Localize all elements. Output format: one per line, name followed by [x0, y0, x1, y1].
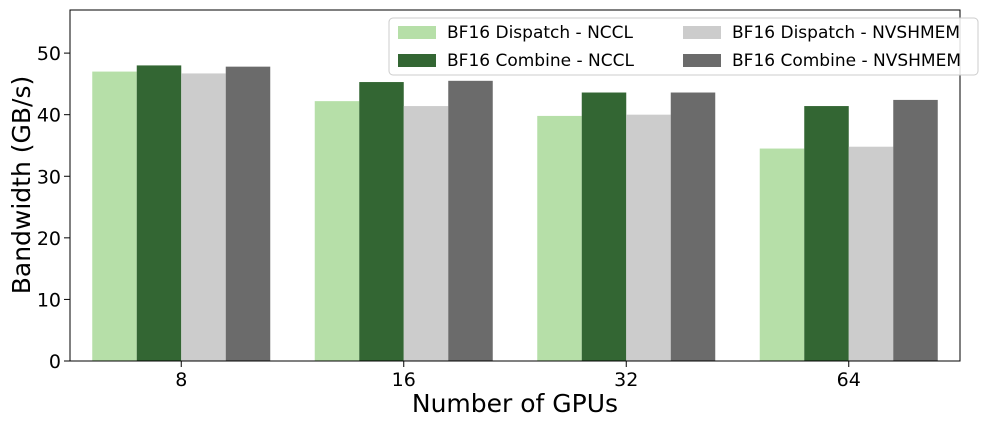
y-tick-label: 50	[37, 43, 61, 65]
bar-series-0-gpus-32	[537, 115, 582, 361]
bar-series-3-gpus-16	[448, 80, 493, 361]
x-axis-title: Number of GPUs	[412, 389, 618, 418]
bar-series-2-gpus-8	[181, 73, 226, 362]
legend-label-dispatch-nvshmem: BF16 Dispatch - NVSHMEM	[732, 23, 960, 43]
bar-series-0-gpus-16	[314, 101, 360, 361]
legend-box	[388, 17, 979, 76]
x-tick-label: 8	[175, 369, 187, 391]
y-tick-label: 10	[37, 289, 61, 311]
bar-series-2-gpus-16	[403, 106, 449, 361]
legend-label-dispatch-nccl: BF16 Dispatch - NCCL	[447, 23, 634, 43]
bar-series-2-gpus-64	[848, 146, 894, 361]
x-axis: 8 16 32 64	[175, 361, 861, 391]
bar-series-1-gpus-64	[804, 106, 849, 361]
y-tick-label: 0	[49, 351, 61, 373]
bar-series-3-gpus-32	[670, 92, 716, 362]
y-axis-title: Bandwidth (GB/s)	[7, 76, 36, 295]
bar-series-3-gpus-64	[893, 99, 938, 361]
bar-series-0-gpus-64	[759, 148, 805, 361]
bars-group	[92, 65, 938, 362]
y-tick-label: 30	[37, 166, 61, 188]
legend-swatch-combine-nvshmem	[683, 54, 721, 67]
plot-frame	[69, 9, 961, 362]
bar-series-1-gpus-32	[581, 92, 627, 362]
bar-series-2-gpus-32	[626, 114, 671, 362]
y-axis: 0 10 20 30 40 50	[37, 43, 70, 373]
legend-swatch-combine-nccl	[398, 54, 436, 67]
legend-label-combine-nvshmem: BF16 Combine - NVSHMEM	[732, 51, 961, 71]
x-tick-label: 64	[837, 369, 861, 391]
legend-label-combine-nccl: BF16 Combine - NCCL	[447, 51, 634, 71]
x-tick-label: 16	[392, 369, 416, 391]
y-tick-label: 20	[37, 228, 61, 250]
legend: BF16 Dispatch - NCCL BF16 Combine - NCCL…	[388, 17, 979, 76]
y-tick-label: 40	[37, 105, 61, 127]
bar-series-0-gpus-8	[92, 71, 137, 361]
x-tick-label: 32	[614, 369, 638, 391]
legend-swatch-dispatch-nccl	[398, 26, 436, 39]
bar-series-3-gpus-8	[225, 66, 271, 362]
legend-swatch-dispatch-nvshmem	[683, 26, 721, 39]
bar-series-1-gpus-8	[136, 65, 182, 362]
bar-series-1-gpus-16	[359, 82, 404, 362]
